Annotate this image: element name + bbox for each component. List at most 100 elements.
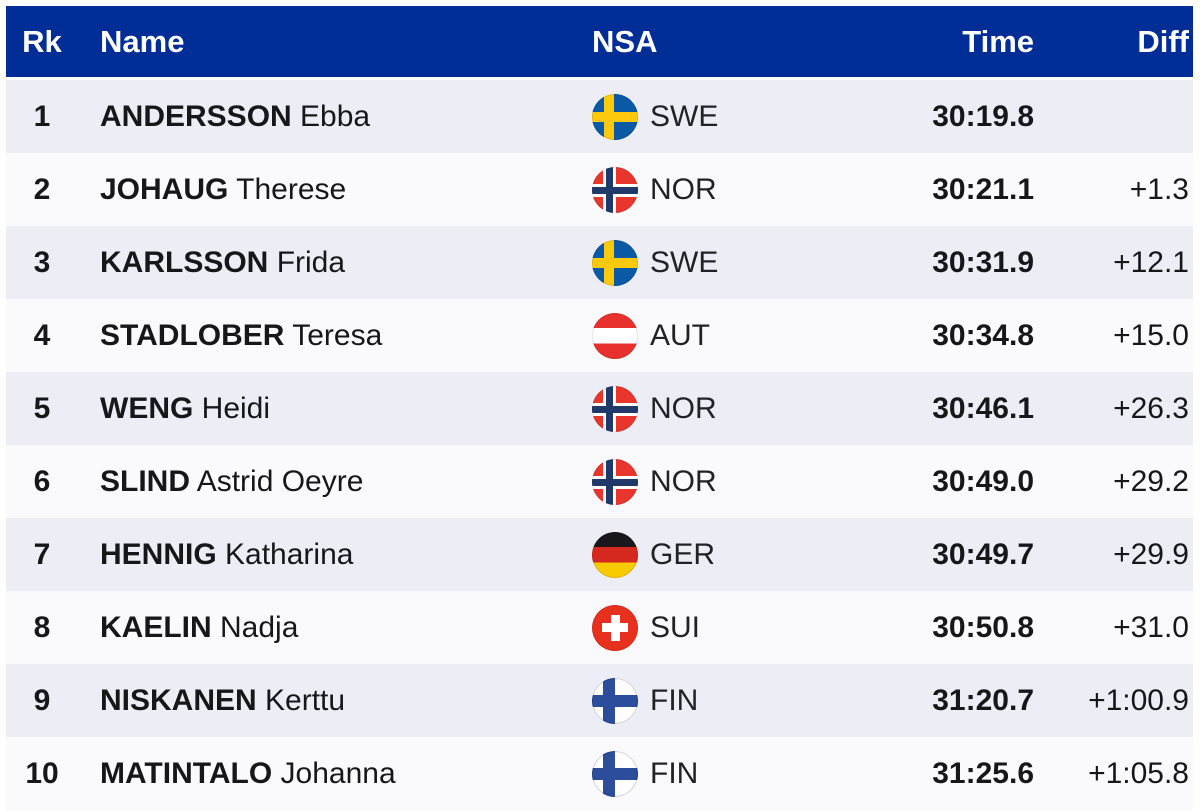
nsa-cell: SUI <box>589 604 839 651</box>
nsa-code: AUT <box>650 318 710 352</box>
rank-value: 1 <box>33 99 51 133</box>
col-header-rank: Rk <box>22 23 62 59</box>
nsa-cell: SWE <box>589 93 839 140</box>
athlete-last-name: MATINTALO <box>100 756 273 790</box>
result-row[interactable]: 6 SLIND Astrid Oeyre NOR 30:49.0 +29.2 <box>6 445 1193 518</box>
diff-cell: +15.0 <box>1034 319 1193 353</box>
time-value: 31:20.7 <box>932 683 1034 717</box>
nsa-cell: FIN <box>589 677 839 724</box>
nsa-code: NOR <box>650 172 717 206</box>
diff-value: +26.3 <box>1113 391 1189 425</box>
diff-cell: +1:05.8 <box>1034 757 1193 791</box>
swe-flag-icon <box>592 239 638 286</box>
result-row[interactable]: 9 NISKANEN Kerttu FIN 31:20.7 +1:00.9 <box>6 664 1193 737</box>
time-cell: 30:34.8 <box>839 319 1034 353</box>
nor-flag-icon <box>592 458 638 505</box>
athlete-name-cell: KARLSSON Frida <box>78 246 589 280</box>
time-cell: 31:20.7 <box>839 684 1034 718</box>
athlete-first-name: Frida <box>276 245 346 279</box>
time-value: 31:25.6 <box>932 756 1034 790</box>
athlete-name-cell: HENNIG Katharina <box>78 538 589 572</box>
col-header-time: Time <box>962 23 1034 59</box>
nsa-code: GER <box>650 537 716 571</box>
athlete-last-name: KARLSSON <box>100 245 269 279</box>
time-value: 30:34.8 <box>932 318 1034 352</box>
col-header-name: Name <box>100 23 185 59</box>
aut-flag-icon <box>592 312 638 359</box>
nor-flag-icon <box>592 385 638 432</box>
rank-value: 2 <box>33 172 51 206</box>
nsa-code: SWE <box>650 99 719 133</box>
diff-value: +29.9 <box>1113 537 1189 571</box>
rank-cell: 8 <box>6 611 78 645</box>
col-header-diff: Diff <box>1137 23 1189 59</box>
result-row[interactable]: 3 KARLSSON Frida SWE 30:31.9 +12.1 <box>6 226 1193 299</box>
rank-cell: 7 <box>6 538 78 572</box>
athlete-first-name: Nadja <box>220 610 299 644</box>
athlete-name-cell: MATINTALO Johanna <box>78 757 589 791</box>
table-header: Rk Name NSA Time Diff <box>6 6 1193 77</box>
rank-cell: 10 <box>6 757 78 791</box>
diff-cell: +26.3 <box>1034 392 1193 426</box>
nsa-cell: AUT <box>589 312 839 359</box>
diff-value: +1.3 <box>1129 172 1189 206</box>
time-value: 30:49.0 <box>932 464 1034 498</box>
athlete-last-name: SLIND <box>100 464 190 498</box>
time-value: 30:21.1 <box>932 172 1034 206</box>
nsa-code: FIN <box>650 683 699 717</box>
result-row[interactable]: 7 HENNIG Katharina GER 30:49.7 +29.9 <box>6 518 1193 591</box>
time-cell: 30:19.8 <box>839 100 1034 134</box>
result-row[interactable]: 1 ANDERSSON Ebba SWE 30:19.8 <box>6 80 1193 153</box>
diff-value: +12.1 <box>1113 245 1189 279</box>
rank-value: 7 <box>33 537 51 571</box>
rank-value: 3 <box>33 245 51 279</box>
result-row[interactable]: 5 WENG Heidi NOR 30:46.1 +26.3 <box>6 372 1193 445</box>
athlete-name-cell: STADLOBER Teresa <box>78 319 589 353</box>
diff-cell: +29.9 <box>1034 538 1193 572</box>
athlete-last-name: KAELIN <box>100 610 212 644</box>
nsa-cell: SWE <box>589 239 839 286</box>
rank-cell: 1 <box>6 100 78 134</box>
rank-value: 5 <box>33 391 51 425</box>
athlete-first-name: Johanna <box>280 756 396 790</box>
nsa-cell: NOR <box>589 458 839 505</box>
nsa-cell: GER <box>589 531 839 578</box>
diff-cell: +12.1 <box>1034 246 1193 280</box>
result-row[interactable]: 8 KAELIN Nadja SUI 30:50.8 +31.0 <box>6 591 1193 664</box>
diff-value: +1:05.8 <box>1088 756 1189 790</box>
ger-flag-icon <box>592 531 638 578</box>
athlete-name-cell: KAELIN Nadja <box>78 611 589 645</box>
nsa-cell: NOR <box>589 385 839 432</box>
athlete-first-name: Teresa <box>292 318 383 352</box>
athlete-name-cell: JOHAUG Therese <box>78 173 589 207</box>
rank-cell: 9 <box>6 684 78 718</box>
rank-cell: 2 <box>6 173 78 207</box>
rank-value: 8 <box>33 610 51 644</box>
time-value: 30:49.7 <box>932 537 1034 571</box>
result-row[interactable]: 4 STADLOBER Teresa AUT 30:34.8 +15.0 <box>6 299 1193 372</box>
rank-cell: 5 <box>6 392 78 426</box>
athlete-name-cell: SLIND Astrid Oeyre <box>78 465 589 499</box>
athlete-first-name: Kerttu <box>265 683 346 717</box>
athlete-first-name: Therese <box>236 172 347 206</box>
time-cell: 30:49.7 <box>839 538 1034 572</box>
swe-flag-icon <box>592 93 638 140</box>
time-cell: 30:21.1 <box>839 173 1034 207</box>
athlete-last-name: WENG <box>100 391 194 425</box>
result-row[interactable]: 2 JOHAUG Therese NOR 30:21.1 +1.3 <box>6 153 1193 226</box>
nor-flag-icon <box>592 166 638 213</box>
rank-value: 9 <box>33 683 51 717</box>
athlete-first-name: Ebba <box>300 99 371 133</box>
athlete-last-name: ANDERSSON <box>100 99 292 133</box>
time-value: 30:31.9 <box>932 245 1034 279</box>
results-table: Rk Name NSA Time Diff 1 ANDERSSON Ebba S… <box>6 6 1193 810</box>
time-value: 30:50.8 <box>932 610 1034 644</box>
rank-value: 4 <box>33 318 51 352</box>
result-row[interactable]: 10 MATINTALO Johanna FIN 31:25.6 +1:05.8 <box>6 737 1193 810</box>
nsa-code: FIN <box>650 756 699 790</box>
rank-value: 10 <box>25 756 59 790</box>
diff-value: +31.0 <box>1113 610 1189 644</box>
rank-cell: 3 <box>6 246 78 280</box>
athlete-last-name: STADLOBER <box>100 318 285 352</box>
diff-cell: +31.0 <box>1034 611 1193 645</box>
